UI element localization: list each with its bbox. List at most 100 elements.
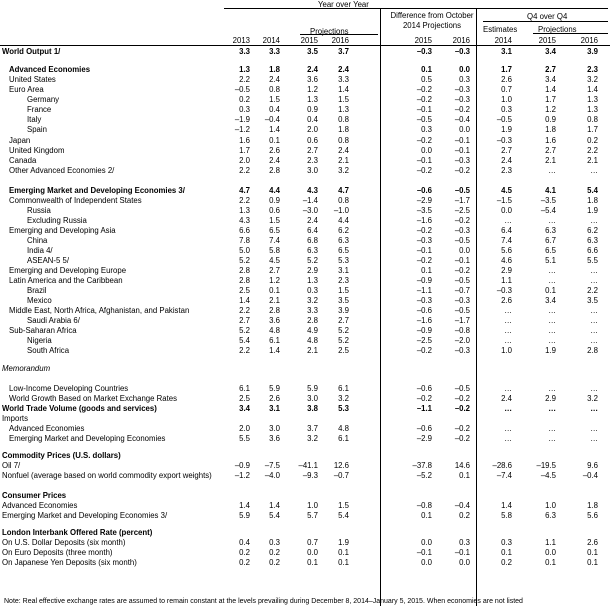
row-value-col-1: 2.0	[239, 424, 250, 433]
row-value-col-4: 3.2	[338, 394, 349, 403]
row-value-col-8: 0.9	[545, 115, 556, 124]
row-value-col-1: 3.3	[239, 47, 250, 56]
row-value-col-9: 3.2	[587, 394, 598, 403]
row-value-col-2: 5.8	[269, 246, 280, 255]
row-value-col-3: 2.0	[307, 125, 318, 134]
row-value-col-1: 1.3	[239, 65, 250, 74]
rule-header-bottom	[0, 45, 610, 46]
row-value-col-4: 6.2	[338, 226, 349, 235]
row-value-col-4: 3.2	[338, 166, 349, 175]
row-value-col-7: 2.6	[501, 296, 512, 305]
row-value-col-3: 1.3	[307, 276, 318, 285]
row-value-col-6: 0.0	[459, 246, 470, 255]
row-value-col-9: –0.4	[582, 471, 598, 480]
row-label: Nonfuel (average based on world commodit…	[2, 471, 212, 480]
row-value-col-6: –0.4	[454, 115, 470, 124]
rule-top	[224, 8, 608, 9]
row-value-col-4: 1.4	[338, 85, 349, 94]
row-label: Italy	[27, 115, 42, 124]
row-value-col-1: 1.7	[239, 146, 250, 155]
row-value-col-2: 0.9	[269, 196, 280, 205]
row-value-col-4: 1.5	[338, 501, 349, 510]
row-value-col-3: 3.2	[307, 296, 318, 305]
row-label: On Euro Deposits (three month)	[2, 548, 113, 557]
row-value-col-4: 2.1	[338, 156, 349, 165]
row-value-col-6: –0.3	[454, 95, 470, 104]
row-label: World Output 1/	[2, 47, 61, 56]
row-label: Emerging and Developing Europe	[9, 266, 127, 275]
row-label: United Kingdom	[9, 146, 65, 155]
row-value-col-1: 5.4	[239, 336, 250, 345]
row-value-col-7: 7.4	[501, 236, 512, 245]
row-value-col-6: –0.2	[454, 216, 470, 225]
row-value-col-7: 0.3	[501, 538, 512, 547]
row-label: Sub-Saharan Africa	[9, 326, 77, 335]
row-value-col-2: 4.8	[269, 326, 280, 335]
row-value-col-9: 2.2	[587, 286, 598, 295]
row-value-col-2: 4.5	[269, 256, 280, 265]
row-value-col-7: …	[504, 384, 512, 393]
row-value-col-3: 3.0	[307, 166, 318, 175]
row-label: Advanced Economies	[2, 501, 78, 510]
row-value-col-6: –2.5	[454, 206, 470, 215]
row-value-col-5: –1.1	[416, 404, 432, 413]
row-value-col-9: 0.1	[587, 558, 598, 567]
row-value-col-1: 5.2	[239, 326, 250, 335]
rule-projections	[300, 34, 378, 35]
header-year-col-6: 2016	[452, 36, 470, 45]
divider-q4	[476, 8, 477, 606]
header-projections-q4: Projections	[538, 25, 577, 34]
row-label: Commonwealth of Independent States	[9, 196, 142, 205]
row-value-col-1: 2.8	[239, 266, 250, 275]
row-value-col-3: 1.3	[307, 95, 318, 104]
row-value-col-5: –0.2	[416, 346, 432, 355]
row-label: World Growth Based on Market Exchange Ra…	[9, 394, 178, 403]
row-value-col-9: …	[590, 404, 598, 413]
row-value-col-1: –1.9	[234, 115, 250, 124]
row-value-col-2: 3.3	[269, 47, 280, 56]
row-value-col-4: 3.9	[338, 306, 349, 315]
row-value-col-7: –7.4	[496, 471, 512, 480]
row-value-col-4: 1.9	[338, 538, 349, 547]
header-year-col-5: 2015	[414, 36, 432, 45]
row-value-col-9: 2.1	[587, 156, 598, 165]
row-value-col-7: –28.6	[492, 461, 512, 470]
row-value-col-1: 6.6	[239, 226, 250, 235]
row-value-col-4: 5.2	[338, 326, 349, 335]
row-value-col-5: 0.1	[421, 266, 432, 275]
row-value-col-3: 1.2	[307, 85, 318, 94]
row-value-col-3: 5.9	[307, 384, 318, 393]
row-label: Latin America and the Caribbean	[9, 276, 123, 285]
header-year-col-9: 2016	[580, 36, 598, 45]
row-value-col-1: 4.7	[239, 186, 250, 195]
row-value-col-8: 1.7	[545, 95, 556, 104]
row-value-col-8: 3.4	[545, 47, 556, 56]
row-value-col-4: –0.7	[333, 471, 349, 480]
row-value-col-7: 4.5	[501, 186, 512, 195]
row-value-col-2: 2.4	[269, 75, 280, 84]
row-value-col-5: –1.6	[416, 216, 432, 225]
row-value-col-4: 0.8	[338, 196, 349, 205]
row-value-col-2: 3.6	[269, 434, 280, 443]
row-value-col-6: –0.5	[454, 276, 470, 285]
row-value-col-4: 3.5	[338, 296, 349, 305]
row-value-col-8: 1.8	[545, 125, 556, 134]
row-value-col-8: 1.6	[545, 136, 556, 145]
row-value-col-5: –5.2	[416, 471, 432, 480]
row-value-col-5: –2.5	[416, 336, 432, 345]
row-value-col-2: 1.4	[269, 501, 280, 510]
row-value-col-5: –37.8	[412, 461, 432, 470]
row-value-col-9: 2.3	[587, 65, 598, 74]
row-value-col-9: 1.3	[587, 105, 598, 114]
row-value-col-4: 5.4	[338, 511, 349, 520]
row-value-col-9: …	[590, 424, 598, 433]
rule-q4	[483, 21, 608, 22]
row-value-col-1: 4.3	[239, 216, 250, 225]
row-value-col-1: 5.9	[239, 511, 250, 520]
row-value-col-2: 0.1	[269, 136, 280, 145]
row-value-col-2: 2.7	[269, 266, 280, 275]
row-value-col-3: 1.0	[307, 501, 318, 510]
row-value-col-6: –0.3	[454, 85, 470, 94]
row-value-col-2: 2.8	[269, 306, 280, 315]
row-value-col-7: …	[504, 326, 512, 335]
